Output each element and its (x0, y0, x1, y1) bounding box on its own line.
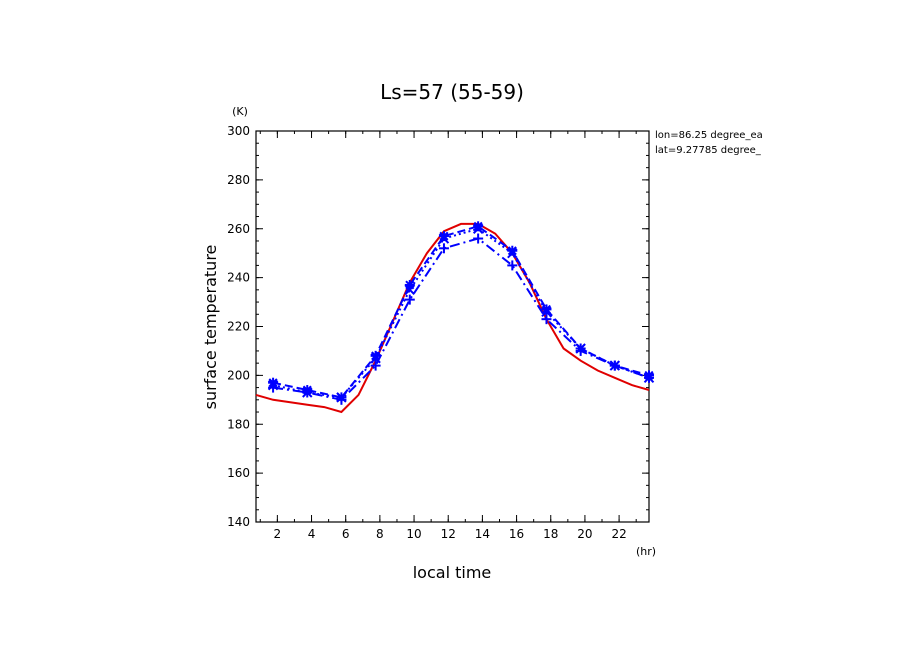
x-tick-label: 14 (475, 527, 490, 541)
data-point (609, 360, 620, 371)
x-tick-label: 22 (611, 527, 626, 541)
y-tick-label: 160 (227, 466, 250, 480)
y-axis-label: surface temperature (201, 245, 220, 410)
x-tick-label: 2 (274, 527, 282, 541)
data-point (541, 314, 552, 325)
data-point (507, 247, 518, 259)
x-tick-label: 18 (543, 527, 558, 541)
annotation-lon: lon=86.25 degree_ea (655, 130, 763, 141)
x-axis-label: local time (413, 563, 492, 582)
x-tick-label: 16 (509, 527, 524, 541)
data-point (541, 306, 552, 318)
data-point (472, 223, 484, 234)
data-point (438, 243, 449, 254)
y-tick-label: 180 (227, 417, 250, 431)
data-point (336, 394, 347, 405)
data-point (404, 294, 415, 305)
x-tick-label: 20 (577, 527, 592, 541)
chart-title: Ls=57 (55-59) (380, 80, 524, 104)
data-point (438, 233, 450, 244)
y-tick-label: 300 (227, 124, 250, 138)
x-tick-label: 6 (342, 527, 350, 541)
y-tick-label: 140 (227, 515, 250, 529)
annotation-lat: lat=9.27785 degree_ (655, 145, 762, 156)
x-tick-label: 8 (376, 527, 384, 541)
data-point (507, 260, 518, 271)
series-line-3 (272, 227, 650, 399)
data-point (370, 360, 381, 371)
series-line-4 (272, 237, 650, 401)
y-tick-label: 240 (227, 271, 250, 285)
plot-frame (255, 130, 650, 523)
series-line-2 (272, 225, 650, 399)
y-tick-label: 200 (227, 368, 250, 382)
data-point (268, 382, 279, 393)
y-tick-label: 220 (227, 320, 250, 334)
y-tick-label: 280 (227, 173, 250, 187)
data-point (473, 233, 484, 244)
data-point (404, 284, 415, 296)
x-axis-unit: (hr) (636, 545, 656, 558)
data-point (302, 387, 313, 398)
y-axis-unit: (K) (232, 105, 248, 118)
x-tick-label: 10 (406, 527, 421, 541)
data-point (644, 372, 654, 383)
y-tick-label: 260 (227, 222, 250, 236)
series-line-1 (255, 222, 650, 414)
x-tick-label: 12 (441, 527, 456, 541)
x-tick-label: 4 (308, 527, 316, 541)
data-point (575, 345, 586, 356)
